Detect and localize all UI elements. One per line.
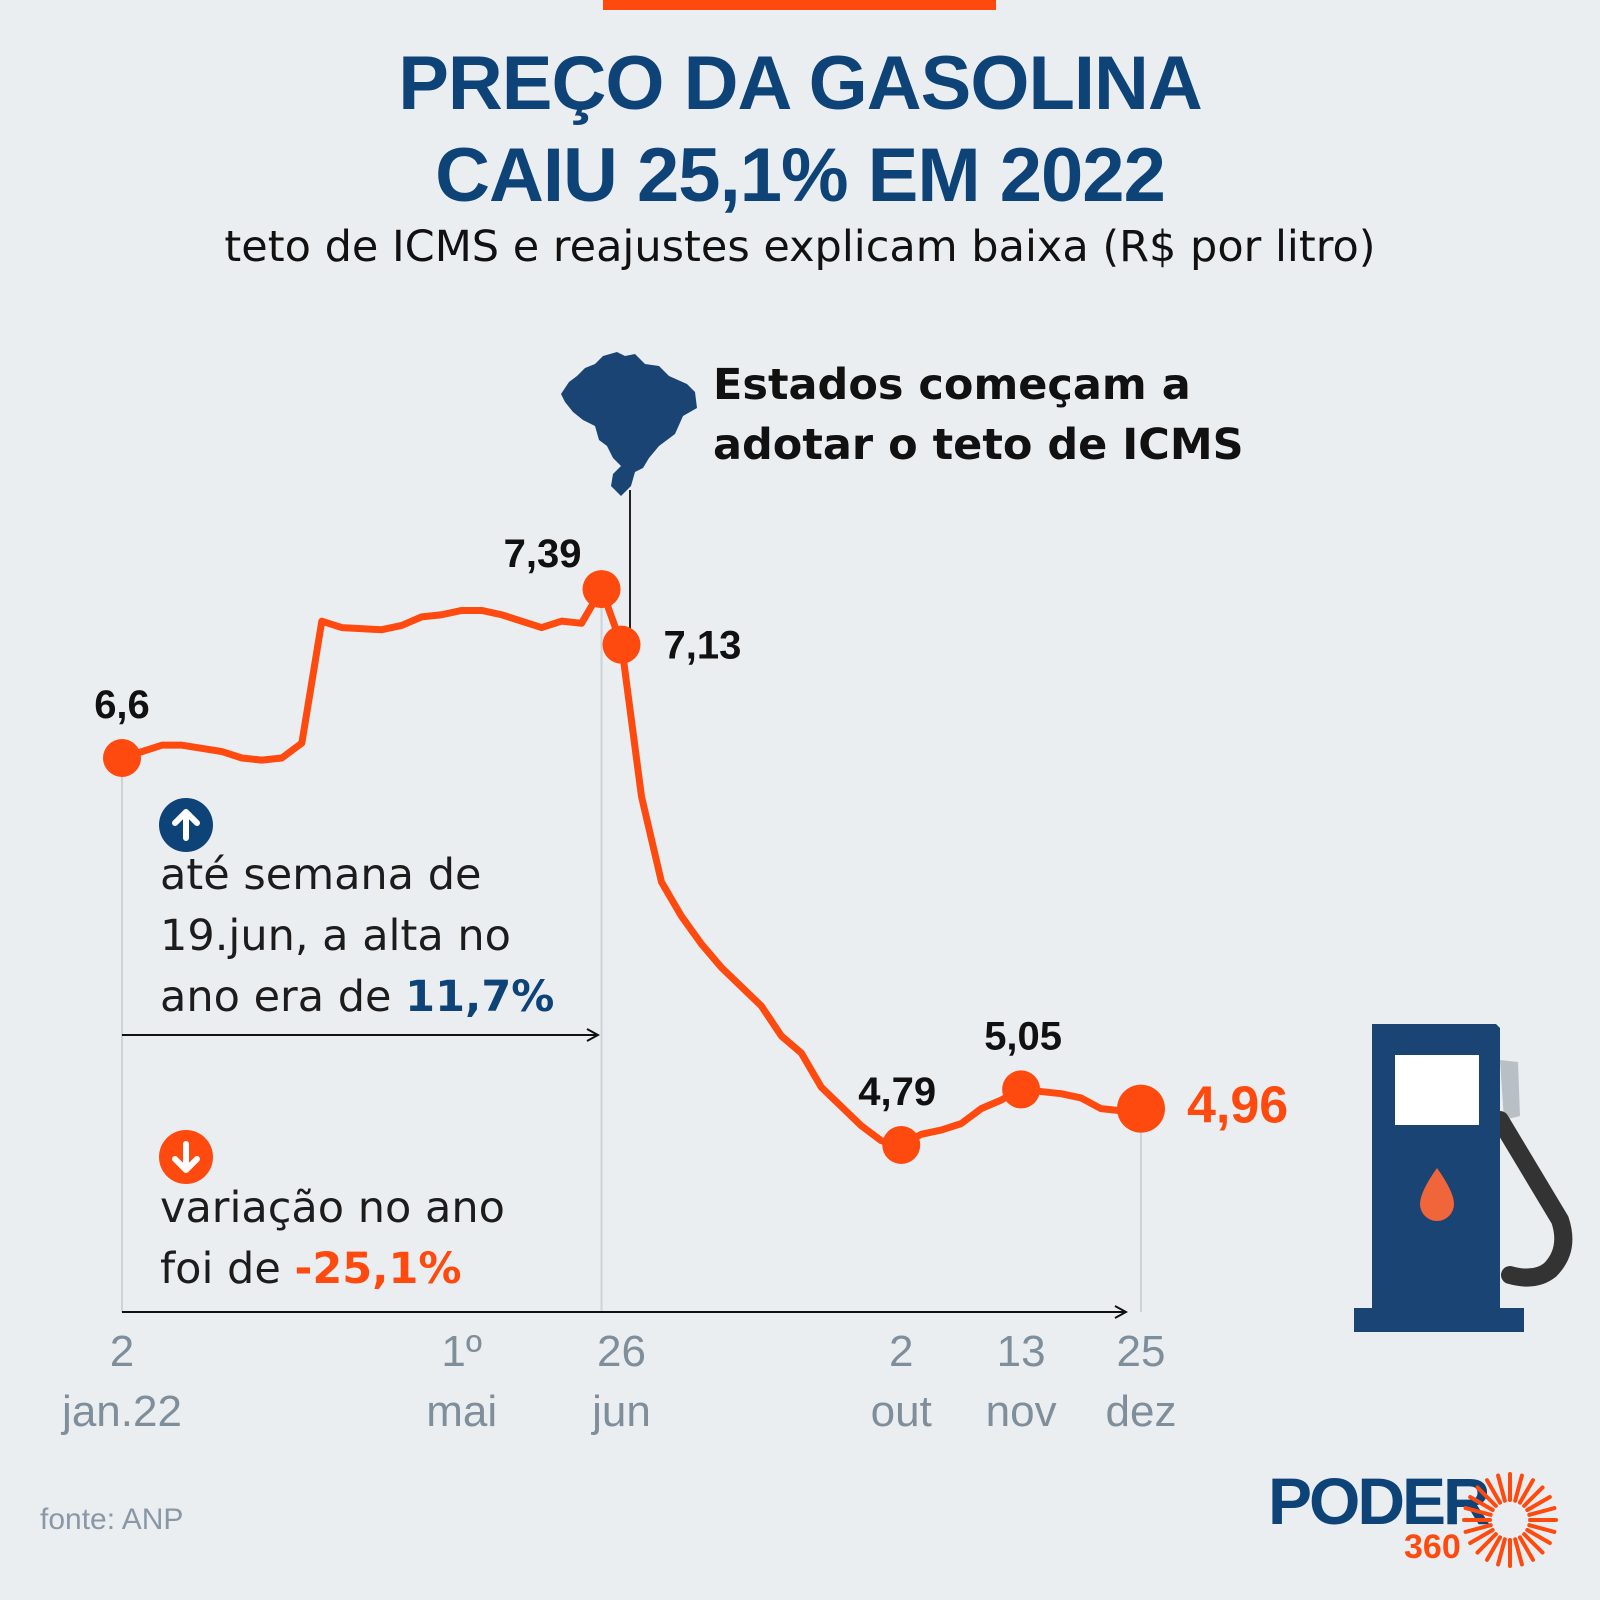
info-down-line-1: variação no ano bbox=[160, 1183, 505, 1233]
x-tick-label: mai bbox=[426, 1387, 497, 1436]
poder360-logo: PODER 360 bbox=[1268, 1464, 1558, 1568]
source-note: fonte: ANP bbox=[40, 1503, 184, 1536]
arrow-up-circle-icon bbox=[159, 798, 213, 852]
logo-number: 360 bbox=[1404, 1528, 1461, 1566]
title-line-2: CAIU 25,1% EM 2022 bbox=[435, 133, 1166, 218]
data-label: 6,6 bbox=[94, 683, 150, 727]
info-up-line-1: até semana de bbox=[160, 850, 482, 900]
x-tick-label: 1º bbox=[441, 1327, 482, 1376]
sun-burst-icon bbox=[1462, 1472, 1558, 1568]
annotation-line-2: adotar o teto de ICMS bbox=[713, 420, 1244, 470]
data-label: 7,39 bbox=[504, 532, 582, 576]
x-tick-label: 2 bbox=[889, 1327, 913, 1376]
logo-wordmark: PODER bbox=[1268, 1464, 1491, 1538]
data-point bbox=[882, 1126, 921, 1164]
x-tick-label: 26 bbox=[597, 1327, 646, 1376]
data-point bbox=[1117, 1084, 1165, 1133]
info-down-value: -25,1% bbox=[294, 1244, 462, 1294]
info-up-text: até semana de 19.jun, a alta no ano era … bbox=[160, 845, 554, 1028]
series-line bbox=[118, 585, 1145, 1149]
page-title: PREÇO DA GASOLINA CAIU 25,1% EM 2022 bbox=[0, 38, 1600, 222]
gas-pump-icon bbox=[1354, 1024, 1573, 1332]
top-accent-bar bbox=[603, 0, 996, 10]
data-point bbox=[602, 625, 641, 664]
info-up-line-2: 19.jun, a alta no bbox=[160, 911, 511, 961]
icms-annotation: Estados começam a adotar o teto de ICMS bbox=[713, 355, 1244, 475]
data-label: 4,79 bbox=[858, 1070, 936, 1114]
data-label: 4,96 bbox=[1187, 1077, 1288, 1135]
data-label: 7,13 bbox=[664, 624, 742, 668]
annotation-line-1: Estados começam a bbox=[713, 360, 1191, 410]
x-tick-label: jan.22 bbox=[60, 1387, 182, 1436]
page-subtitle: teto de ICMS e reajustes explicam baixa … bbox=[224, 222, 1376, 272]
info-up-line-3: ano era de 11,7% bbox=[160, 967, 554, 1028]
info-down-line-2: foi de -25,1% bbox=[160, 1239, 505, 1300]
x-tick-label: 2 bbox=[110, 1327, 134, 1376]
arrow-down-circle-icon bbox=[159, 1130, 213, 1184]
data-label: 5,05 bbox=[984, 1014, 1062, 1058]
info-down-text: variação no ano foi de -25,1% bbox=[160, 1178, 505, 1300]
x-tick-label: dez bbox=[1106, 1387, 1177, 1436]
title-line-1: PREÇO DA GASOLINA bbox=[398, 41, 1203, 126]
brazil-map-icon bbox=[561, 352, 697, 496]
data-point bbox=[582, 570, 621, 609]
info-up-prefix: ano era de bbox=[160, 972, 406, 1022]
info-up-value: 11,7% bbox=[405, 972, 555, 1022]
x-tick-label: jun bbox=[590, 1387, 651, 1436]
info-down-prefix: foi de bbox=[160, 1244, 295, 1294]
data-point bbox=[103, 739, 141, 777]
x-tick-label: 13 bbox=[997, 1327, 1046, 1376]
data-point bbox=[1002, 1070, 1041, 1109]
x-tick-label: out bbox=[871, 1387, 932, 1436]
x-tick-label: nov bbox=[986, 1387, 1057, 1436]
x-tick-label: 25 bbox=[1117, 1327, 1166, 1376]
